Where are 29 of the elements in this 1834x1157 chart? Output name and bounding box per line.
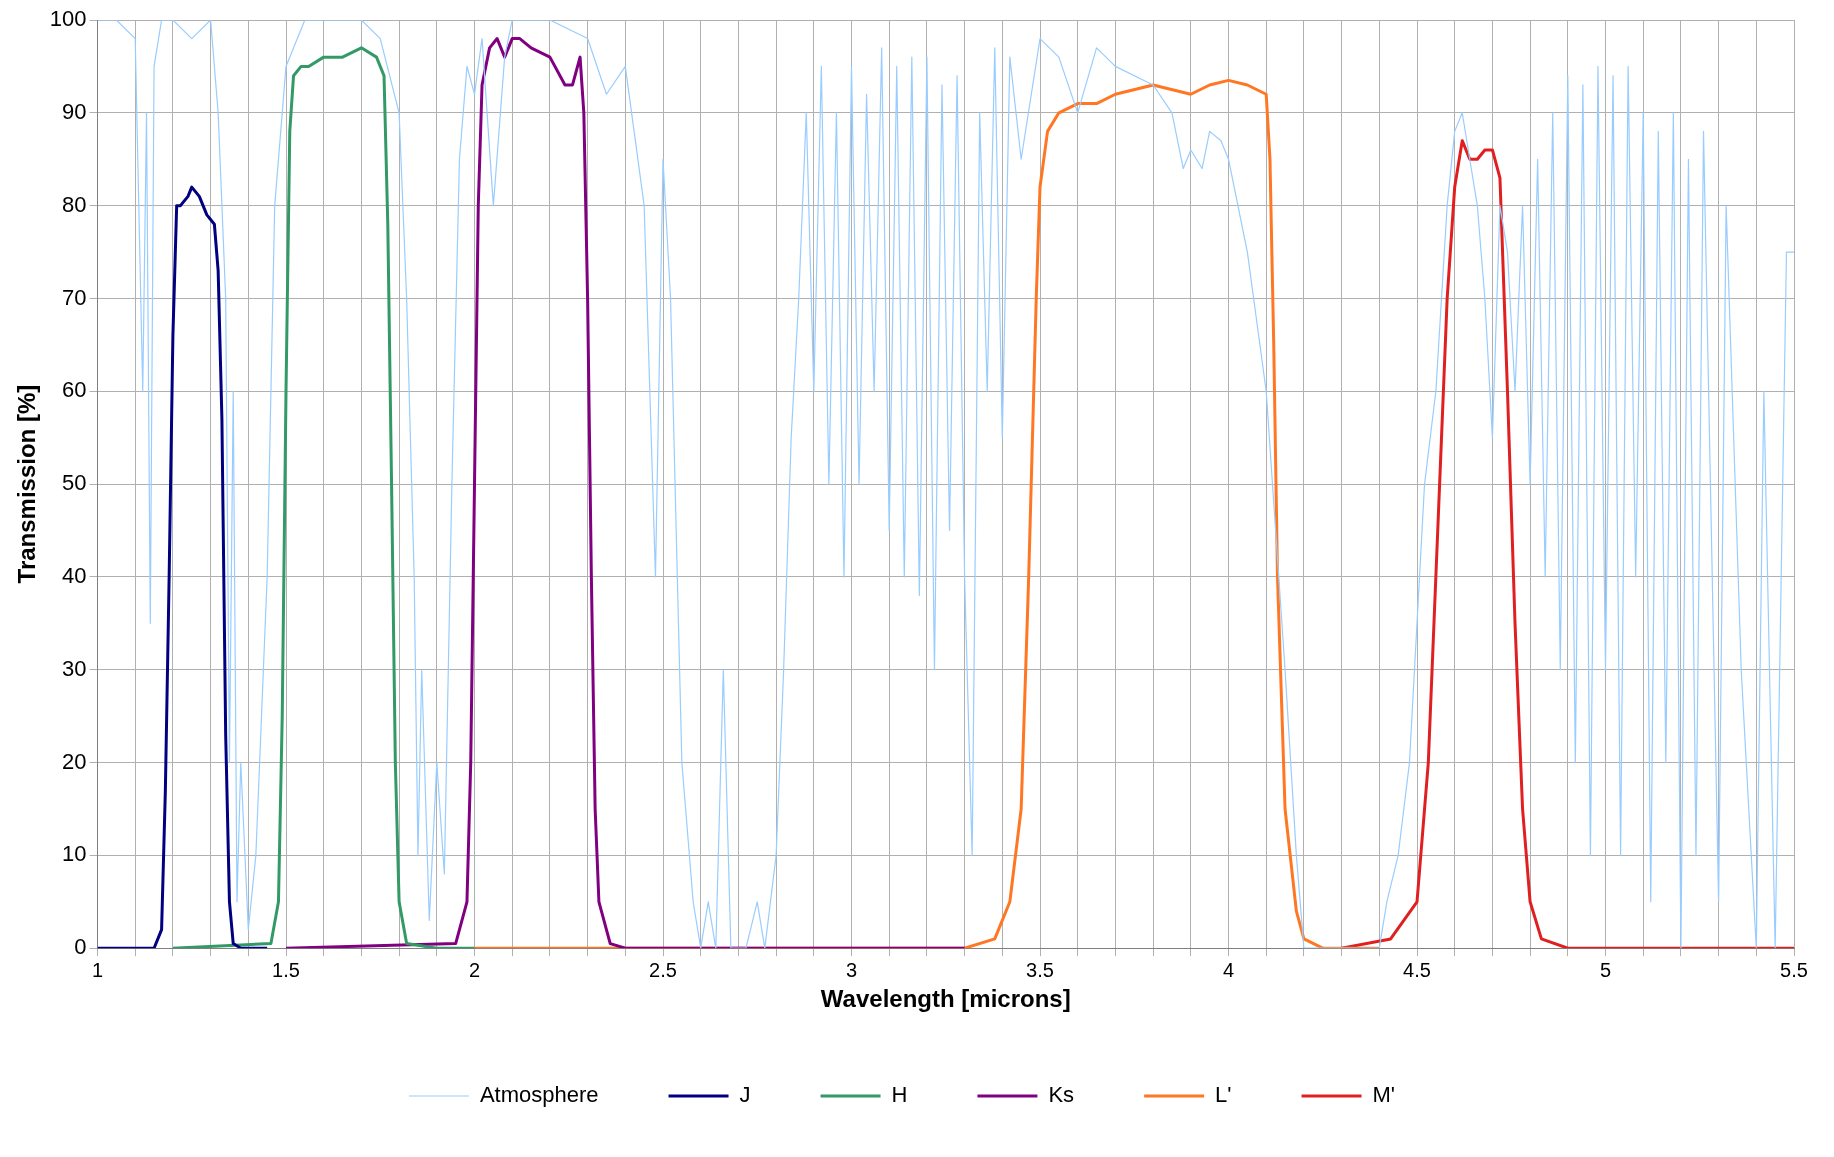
x-tick-label: 3: [845, 958, 858, 981]
y-tick-label: 10: [62, 841, 87, 867]
x-tick-label: 5.5: [1780, 958, 1808, 981]
y-tick-label: 0: [74, 934, 87, 960]
y-tick-label: 80: [62, 191, 87, 217]
legend-label: M': [1372, 1082, 1396, 1108]
x-tick-label: 3.5: [1026, 958, 1054, 981]
y-axis-title: Transmission [%]: [13, 384, 41, 584]
x-tick-label: 4: [1222, 958, 1235, 981]
legend-label: L': [1215, 1082, 1232, 1108]
x-axis-title: Wavelength [microns]: [820, 985, 1071, 1013]
y-tick-label: 100: [49, 6, 87, 32]
x-tick-label: 1: [91, 958, 104, 981]
y-tick-label: 30: [62, 655, 87, 681]
x-tick-label: 4.5: [1403, 958, 1431, 981]
legend-label: Atmosphere: [479, 1082, 599, 1108]
legend-label: H: [891, 1082, 908, 1108]
x-tick-label: 2: [468, 958, 481, 981]
y-tick-label: 70: [62, 284, 87, 310]
x-tick-label: 2.5: [649, 958, 677, 981]
x-tick-label: 1.5: [272, 958, 300, 981]
y-tick-label: 50: [62, 470, 87, 496]
y-tick-label: 40: [62, 562, 87, 588]
y-tick-label: 60: [62, 377, 87, 403]
y-tick-label: 90: [62, 98, 87, 124]
y-tick-label: 20: [62, 748, 87, 774]
x-tick-label: 5: [1599, 958, 1612, 981]
legend-label: J: [739, 1082, 751, 1108]
legend-label: Ks: [1048, 1082, 1075, 1108]
